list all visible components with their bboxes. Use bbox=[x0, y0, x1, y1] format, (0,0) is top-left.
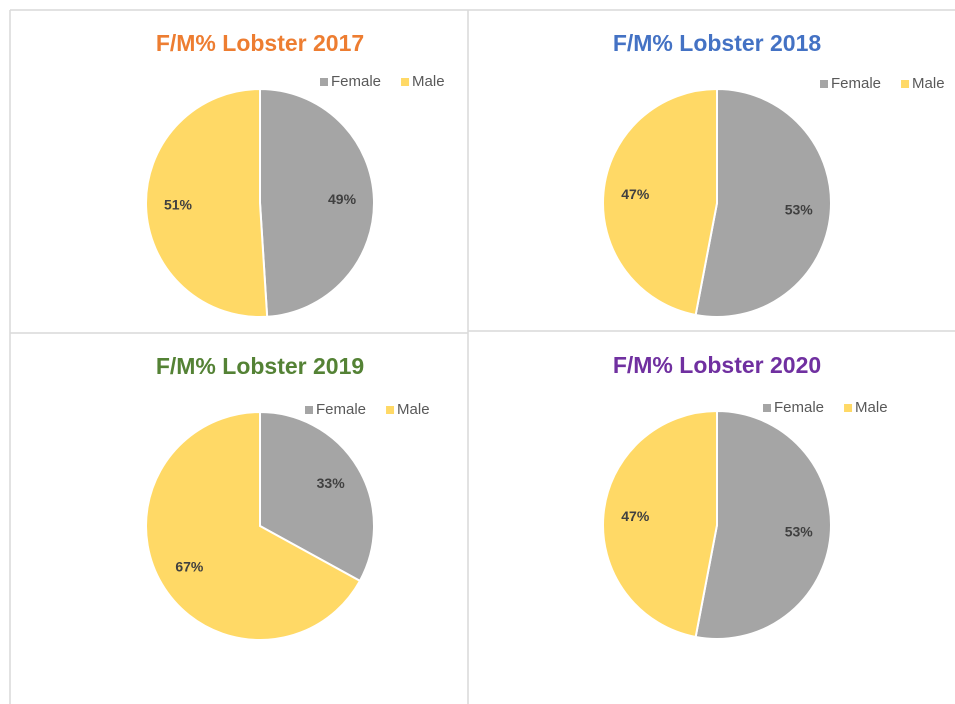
legend-label: Male bbox=[412, 73, 445, 90]
legend-marker bbox=[844, 404, 853, 412]
legend-label: Male bbox=[397, 401, 430, 418]
value-label: 47% bbox=[621, 186, 650, 202]
value-label: 33% bbox=[317, 475, 346, 491]
legend-label: Male bbox=[855, 399, 888, 416]
pie-slice bbox=[145, 87, 269, 318]
chart-title: F/M% Lobster 2019 bbox=[156, 353, 364, 379]
value-label: 67% bbox=[175, 558, 204, 574]
legend-label: Female bbox=[831, 75, 881, 92]
pie-slice bbox=[145, 410, 362, 641]
value-label: 49% bbox=[328, 191, 357, 207]
value-label: 53% bbox=[785, 523, 814, 539]
value-label: 53% bbox=[785, 201, 814, 217]
value-label: 47% bbox=[621, 508, 650, 524]
value-label: 51% bbox=[164, 196, 193, 212]
legend-marker bbox=[901, 80, 910, 88]
legend-label: Female bbox=[774, 399, 824, 416]
legend-marker bbox=[305, 406, 313, 414]
pie-slice bbox=[259, 87, 375, 318]
legend-label: Female bbox=[331, 73, 381, 90]
legend-marker bbox=[820, 80, 828, 88]
pie-slice bbox=[694, 409, 832, 640]
pie-slice bbox=[602, 87, 718, 317]
legend-label: Male bbox=[912, 75, 945, 92]
chart-title: F/M% Lobster 2017 bbox=[156, 30, 364, 56]
legend-marker bbox=[320, 78, 328, 86]
legend-marker bbox=[401, 78, 410, 86]
legend-marker bbox=[763, 404, 771, 412]
legend-label: Female bbox=[316, 401, 366, 418]
legend-marker bbox=[386, 406, 395, 414]
chart-title: F/M% Lobster 2018 bbox=[613, 30, 822, 56]
chart-title: F/M% Lobster 2020 bbox=[613, 352, 821, 378]
pie-slice bbox=[259, 410, 375, 583]
pie-slice bbox=[602, 409, 718, 639]
pie-slice bbox=[694, 87, 832, 318]
